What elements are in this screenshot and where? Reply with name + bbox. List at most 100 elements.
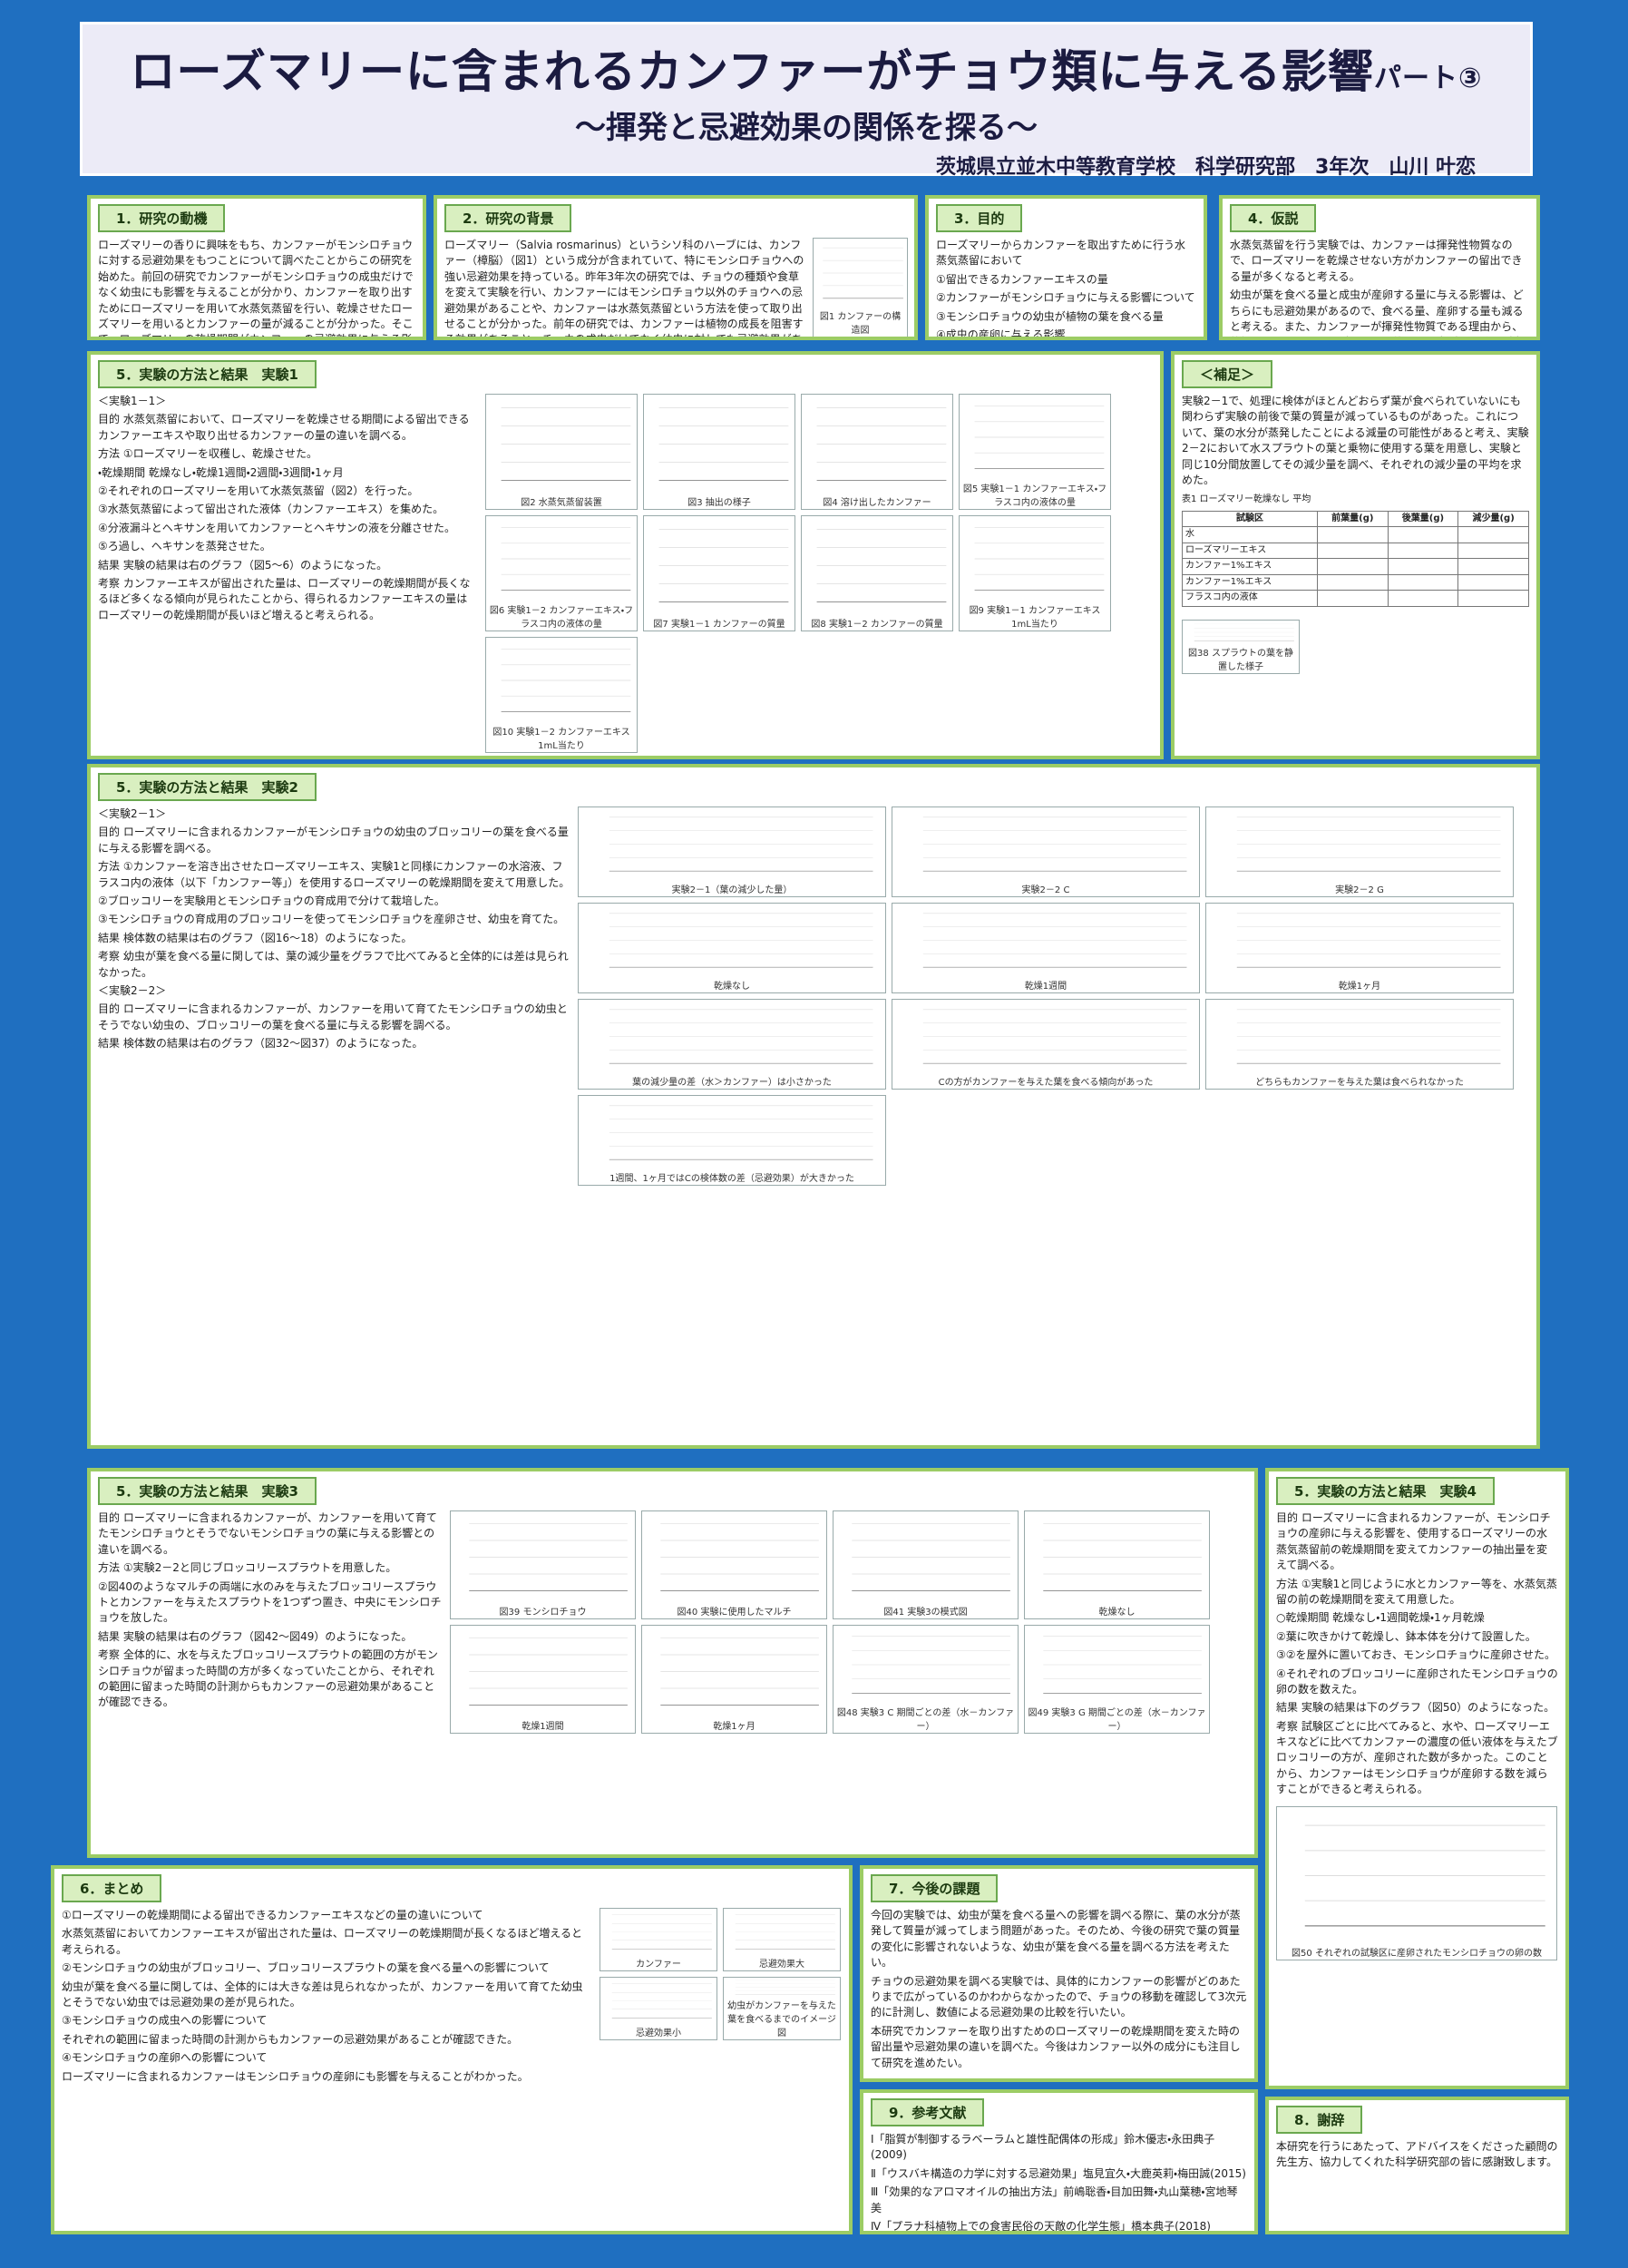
figure-caption: 乾燥なし bbox=[1098, 1608, 1136, 1618]
paragraph: 水蒸気蒸留を行う実験では、カンファーは揮発性物質なので、ローズマリーを乾燥させな… bbox=[1230, 239, 1523, 283]
figure-caption: 図10 実験1－2 カンファーエキス1mL当たり bbox=[492, 728, 630, 751]
section-columns: ＜実験1－1＞ 目的 水蒸気蒸留において、ローズマリーを乾燥させる期間による留出で… bbox=[98, 394, 1153, 753]
section-text: 本研究を行うにあたって、アドバイスをくださった顧問の先生方、協力してくれた科学研… bbox=[1276, 2139, 1558, 2174]
paragraph: ⑤ろ過し、ヘキサンを蒸発させた。 bbox=[98, 540, 271, 553]
chart-frame bbox=[922, 913, 1187, 968]
title: ローズマリーに含まれるカンファーがチョウ類に与える影響パート③ bbox=[83, 35, 1530, 101]
section-heading: 1．研究の動機 bbox=[98, 204, 226, 232]
figure: 図10 実験1－2 カンファーエキス1mL当たり bbox=[485, 637, 638, 753]
section-text: ①ローズマリーの乾燥期間による留出できるカンファーエキスなどの量の違いについて水… bbox=[62, 1908, 592, 2087]
table-head: 試験区 前葉量(g) 後葉量(g) 減少量(g) bbox=[1182, 510, 1529, 528]
section-heading: 8．謝辞 bbox=[1276, 2106, 1363, 2134]
paragraph: ③モンシロチョウの育成用のブロッコリーを使ってモンシロチョウを産卵させ、幼虫を育… bbox=[98, 913, 565, 926]
paragraph: 目的 ローズマリーに含まれるカンファーが、モンシロチョウの産卵に与える影響を、使… bbox=[1276, 1511, 1551, 1572]
section: 7．今後の課題 今回の実験では、幼虫が葉を食べる量への影響を調べる際に、葉の水分が… bbox=[860, 1865, 1258, 2082]
paragraph: 方法 ①実験2－2と同じブロッコリースプラウトを用意した。 bbox=[98, 1561, 397, 1575]
paragraph: 方法 ①カンファーを溶き出させたローズマリーエキス、実験1と同様にカンファーの水… bbox=[98, 860, 570, 889]
figure-caption: 図1 カンファーの構造図 bbox=[819, 312, 902, 336]
figure-caption: どちらもカンファーを与えた葉は食べられなかった bbox=[1255, 1078, 1464, 1088]
section-figures: カンファー 忌避効果大 忌避効果小 幼虫がカンファーを与えた葉を食べるまでのイメージ図 bbox=[600, 1908, 842, 2087]
title-box: ローズマリーに含まれるカンファーがチョウ類に与える影響パート③ ～揮発と忌避効果… bbox=[80, 22, 1533, 179]
title-text: ローズマリーに含まれるカンファーがチョウ類に与える影響 bbox=[130, 45, 1375, 98]
chart-frame bbox=[823, 247, 903, 299]
figure: 図5 実験1－1 カンファーエキス・フラスコ内の液体の量 bbox=[959, 394, 1111, 510]
chart-frame bbox=[609, 1105, 873, 1160]
figure-caption: 乾燥1週間 bbox=[1024, 982, 1067, 992]
section: 5．実験の方法と結果 実験2 ＜実験2－1＞ 目的 ローズマリーに含まれるカンファー… bbox=[87, 764, 1540, 1449]
table-cell bbox=[1316, 542, 1389, 560]
chart-frame bbox=[735, 1914, 835, 1950]
section-columns: 今回の実験では、幼虫が葉を食べる量への影響を調べる際に、葉の水分が蒸発して質量が… bbox=[871, 1908, 1247, 2074]
paragraph: ローズマリーに含まれるカンファーはモンシロチョウの産卵にも影響を与えることがわか… bbox=[62, 2069, 529, 2083]
section: 5．実験の方法と結果 実験4 目的 ローズマリーに含まれるカンファーが、モンシロチ… bbox=[1265, 1468, 1569, 2089]
section-text: 水蒸気蒸留を行う実験では、カンファーは揮発性物質なので、ローズマリーを乾燥させな… bbox=[1230, 238, 1529, 337]
section-text: Ⅰ「脂質が制御するラベーラムと雄性配偶体の形成」鈴木優志・永田典子(2009) Ⅱ… bbox=[871, 2132, 1247, 2231]
table-row: フラスコ内の液体 bbox=[1182, 590, 1529, 607]
paragraph: Ⅲ「効果的なアロマオイルの抽出方法」前嶋聡香・目加田舞・丸山葉穂・宮地琴美 bbox=[871, 2185, 1238, 2214]
figure-caption: 図9 実験1－1 カンファーエキス1mL当たり bbox=[969, 606, 1101, 630]
paragraph: 本研究でカンファーを取り出すためのローズマリーの乾燥期間を変えた時の留出量や忌避… bbox=[871, 2024, 1241, 2069]
figure: 実験2－1（葉の減少した量） bbox=[578, 807, 886, 897]
table-head-cell: 試験区 bbox=[1182, 510, 1318, 528]
paragraph: ③モンシロチョウの成虫への影響について bbox=[62, 2014, 268, 2028]
chart-frame bbox=[1236, 1009, 1501, 1064]
chart-frame bbox=[660, 1523, 819, 1591]
section-heading: 2．研究の背景 bbox=[444, 204, 572, 232]
figure-caption: 図40 実験に使用したマルチ bbox=[677, 1608, 792, 1618]
table-cell bbox=[1387, 573, 1459, 591]
paragraph: Ⅱ「ウスバキ構造の力学に対する忌避効果」塩見宜久・大鹿英莉・梅田誠(2015) bbox=[871, 2166, 1246, 2180]
paragraph: 結果 実験の結果は右のグラフ（図42～図49）のようになった。 bbox=[98, 1629, 413, 1643]
chart-frame bbox=[660, 1637, 819, 1706]
table-cell bbox=[1457, 558, 1529, 575]
section: 5．実験の方法と結果 実験3 目的 ローズマリーに含まれるカンファーが、カンファー… bbox=[87, 1468, 1258, 1858]
figure-caption: 図6 実験1－2 カンファーエキス・フラスコ内の液体の量 bbox=[489, 606, 634, 630]
figure: 図6 実験1－2 カンファーエキス・フラスコ内の液体の量 bbox=[485, 515, 638, 631]
table-cell bbox=[1387, 590, 1459, 607]
figure-caption: 幼虫がカンファーを与えた葉を食べるまでのイメージ図 bbox=[727, 2001, 836, 2038]
table-row: ローズマリーエキス bbox=[1182, 542, 1529, 560]
figure: 図49 実験3 G 期間ごとの差（水－カンファー） bbox=[1024, 1625, 1210, 1734]
figure: 図2 水蒸気蒸留装置 bbox=[485, 394, 638, 510]
title-suffix: パート③ bbox=[1374, 63, 1483, 94]
paragraph: 結果 実験の結果は右のグラフ（図5～6）のようになった。 bbox=[98, 558, 388, 572]
section: 3．目的 ローズマリーからカンファーを取出すために行う水蒸気蒸留において ①留出でき… bbox=[925, 195, 1207, 340]
figure: 図8 実験1－2 カンファーの質量 bbox=[801, 515, 953, 631]
figure: 乾燥なし bbox=[578, 903, 886, 993]
figure: カンファー bbox=[600, 1908, 717, 1971]
paragraph: 幼虫が葉を食べる量に関しては、全体的には大きな差は見られなかったが、カンファーを… bbox=[62, 1980, 583, 2009]
figure-caption: 図39 モンシロチョウ bbox=[499, 1608, 587, 1618]
section-heading: 5．実験の方法と結果 実験4 bbox=[1276, 1477, 1495, 1505]
section: 6．まとめ ①ローズマリーの乾燥期間による留出できるカンファーエキスなどの量の違い… bbox=[51, 1865, 853, 2234]
subtitle: ～揮発と忌避効果の関係を探る～ bbox=[575, 110, 1038, 146]
section-heading: 5．実験の方法と結果 実験2 bbox=[98, 773, 317, 801]
figure-caption: 図48 実験3 C 期間ごとの差（水－カンファー） bbox=[836, 1708, 1015, 1732]
table-cell bbox=[1387, 542, 1459, 560]
section-columns: ①ローズマリーの乾燥期間による留出できるカンファーエキスなどの量の違いについて水… bbox=[62, 1908, 842, 2087]
paragraph: チョウの忌避効果を調べる実験では、具体的にカンファーの影響がどのあたりまで広がっ… bbox=[871, 1974, 1247, 2019]
paragraph: ローズマリーの香りに興味をもち、カンファーがモンシロチョウに対する忌避効果をもつ… bbox=[98, 239, 414, 340]
figure: 図38 スプラウトの葉を静置した様子 bbox=[1182, 619, 1300, 674]
table-row: カンファー1%エキス bbox=[1182, 558, 1529, 575]
section-heading: 6．まとめ bbox=[62, 1874, 162, 1902]
table-head-cell: 後葉量(g) bbox=[1387, 510, 1459, 528]
section-text: ＜実験2－1＞ 目的 ローズマリーに含まれるカンファーがモンシロチョウの幼虫のブロ… bbox=[98, 807, 570, 1186]
figure: 乾燥1週間 bbox=[892, 903, 1200, 993]
section-columns: 目的 ローズマリーに含まれるカンファーが、モンシロチョウの産卵に与える影響を、使… bbox=[1276, 1510, 1558, 1801]
paragraph: ④それぞれのブロッコリーに産卵されたモンシロチョウの卵の数を数えた。 bbox=[1276, 1667, 1558, 1696]
chart-frame bbox=[1043, 1523, 1202, 1591]
section-figures: 図50 それぞれの試験区に産卵されたモンシロチョウの卵の数 bbox=[1276, 1805, 1558, 1960]
paragraph: ③②を屋外に置いておき、モンシロチョウに産卵させた。 bbox=[1276, 1648, 1555, 1662]
section: 5．実験の方法と結果 実験1 ＜実験1－1＞ 目的 水蒸気蒸留において、ローズマリー… bbox=[87, 351, 1164, 759]
chart-frame bbox=[974, 406, 1105, 469]
chart-frame bbox=[658, 529, 789, 602]
table-cell bbox=[1387, 558, 1459, 575]
author: 茨城県立並木中等教育学校 科学研究部 3年次 山川 叶恋 bbox=[936, 156, 1476, 179]
section-figures: 図2 水蒸気蒸留装置 図3 抽出の様子 図4 溶け出したカンファー 図5 実験1－1 … bbox=[485, 394, 1153, 753]
section-figures: 図39 モンシロチョウ 図40 実験に使用したマルチ 図41 実験3の模式図 乾燥なし… bbox=[450, 1510, 1247, 1734]
chart-frame bbox=[1236, 816, 1501, 872]
paragraph: ②ブロッコリーを実験用とモンシロチョウの育成用で分けて栽培した。 bbox=[98, 894, 445, 907]
figure: 図9 実験1－1 カンファーエキス1mL当たり bbox=[959, 515, 1111, 631]
figure-caption: 図38 スプラウトの葉を静置した様子 bbox=[1188, 648, 1293, 672]
section-columns: ローズマリーの香りに興味をもち、カンファーがモンシロチョウに対する忌避効果をもつ… bbox=[98, 238, 415, 340]
